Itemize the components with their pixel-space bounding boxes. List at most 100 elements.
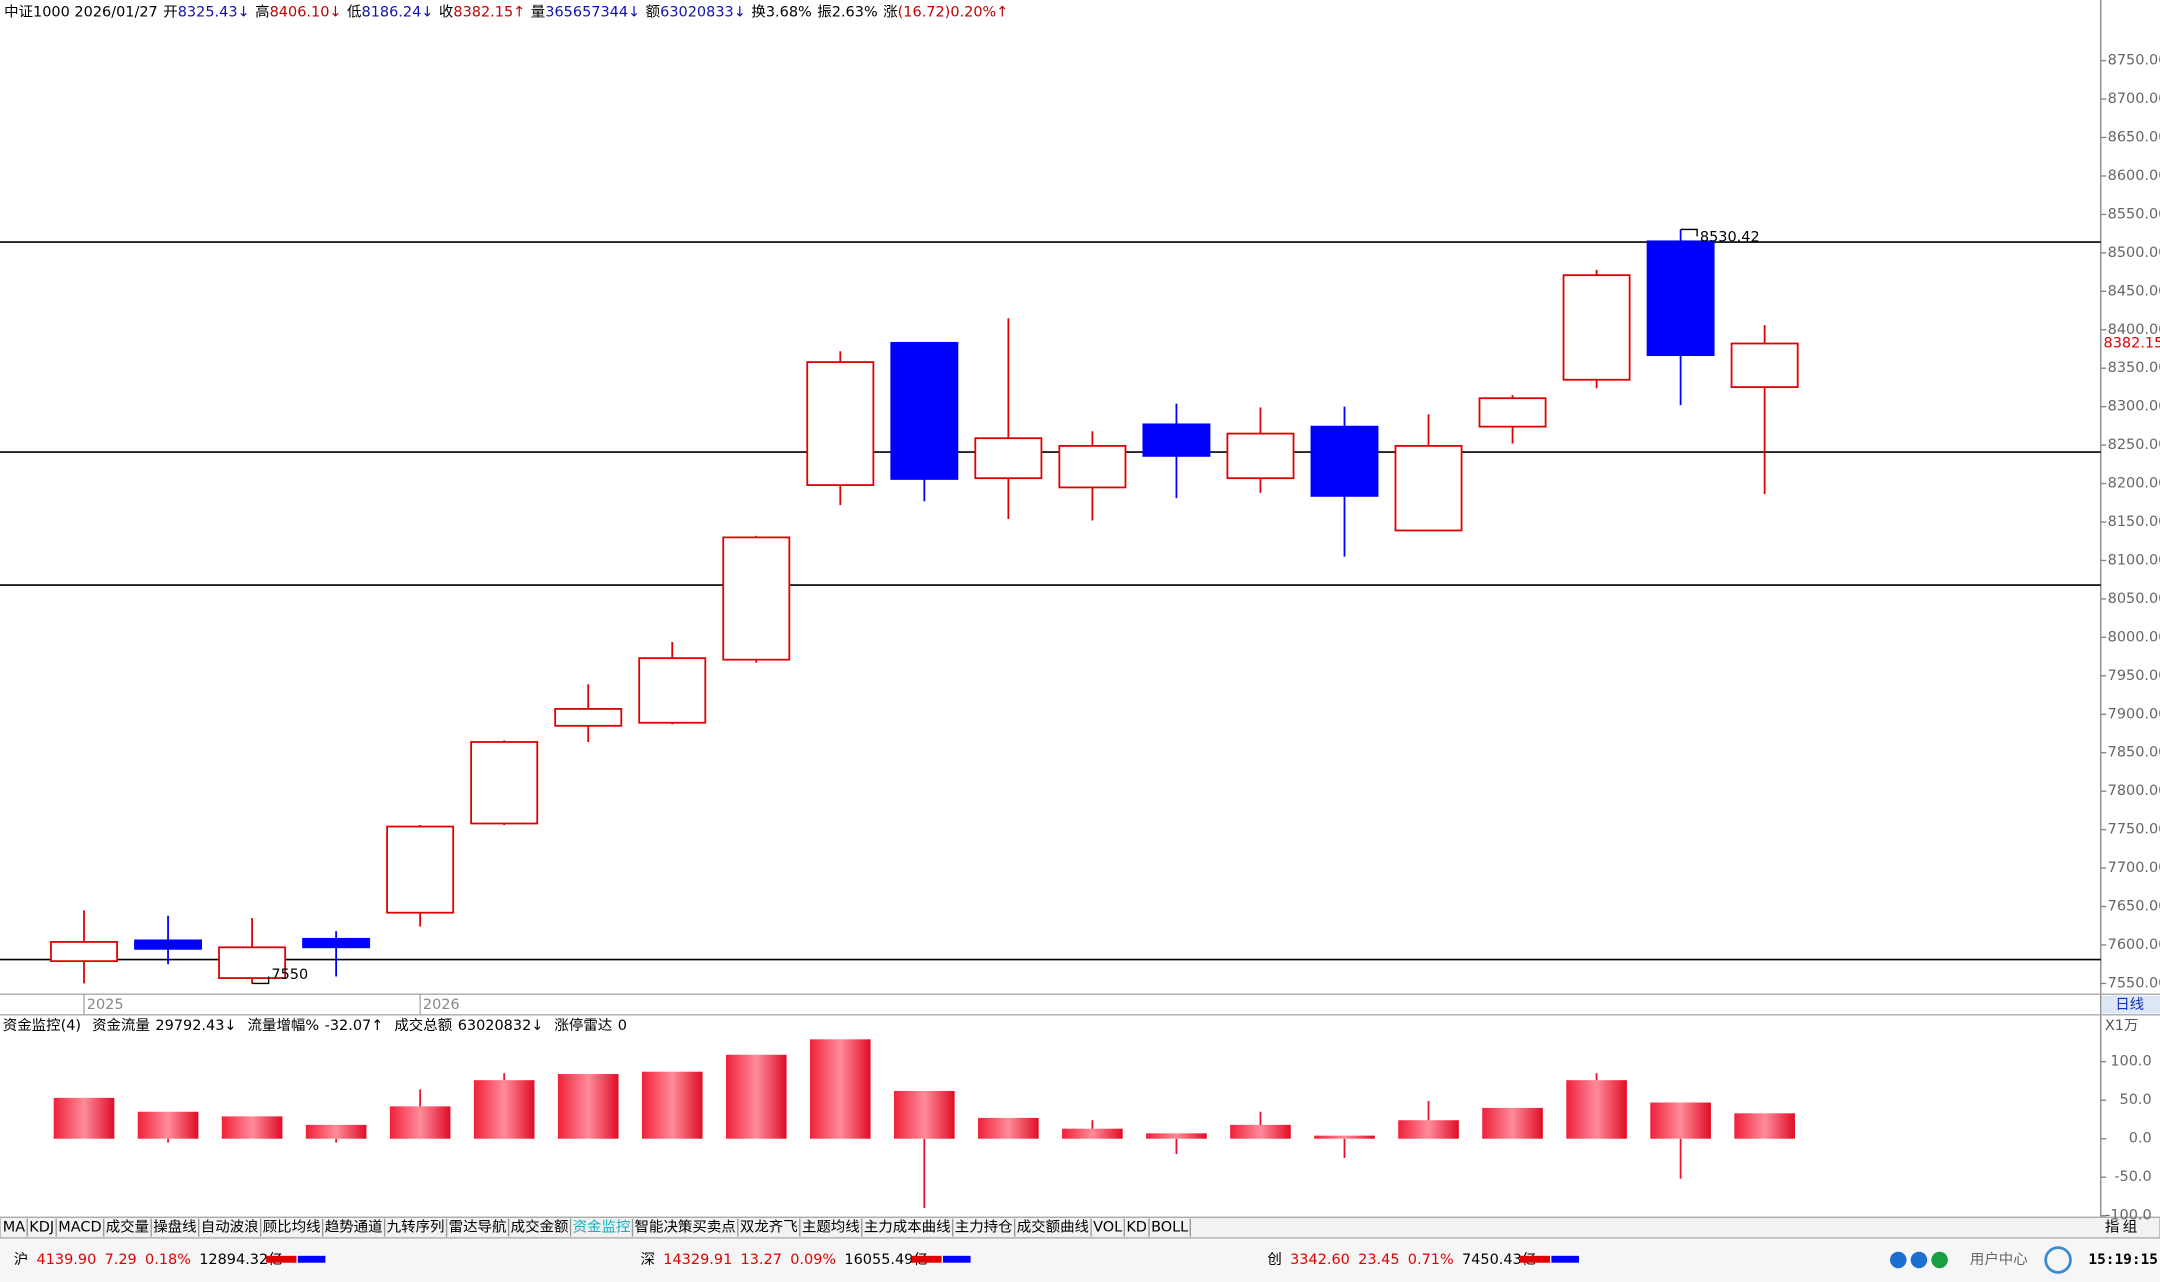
tab[interactable]: 自动波浪 (201, 1219, 259, 1236)
tab[interactable]: 雷达导航 (449, 1219, 507, 1236)
unit-label: X1万 (2105, 1018, 2139, 1034)
tab[interactable]: 主力成本曲线 (864, 1219, 951, 1236)
tab[interactable]: 九转序列 (387, 1219, 445, 1236)
y-tick-label: 8200.00 (2108, 476, 2160, 492)
candle-body (974, 437, 1043, 480)
tab[interactable]: KDJ (29, 1220, 54, 1236)
icon-go[interactable] (1931, 1251, 1948, 1269)
candle-body (1478, 397, 1547, 428)
tab[interactable]: BOLL (1151, 1220, 1188, 1236)
y-tick-label: 7600.00 (2108, 937, 2160, 953)
market-value: 16055.49亿 (844, 1251, 927, 1268)
stat-label: 资金流量 (92, 1017, 150, 1034)
bar (1734, 1113, 1795, 1139)
tab[interactable]: 成交额曲线 (1017, 1218, 1089, 1236)
tab[interactable]: 成交金额 (511, 1218, 569, 1236)
tab-right[interactable]: 组 (2123, 1219, 2137, 1236)
header-value: 63020833↓ (660, 4, 746, 20)
tab-right[interactable]: 指 (2105, 1219, 2119, 1236)
bar (1650, 1102, 1711, 1139)
header-label: 涨 (883, 3, 897, 20)
market-value: 12894.32亿 (199, 1251, 282, 1268)
tab[interactable]: MA (3, 1220, 25, 1236)
icon-s[interactable] (1890, 1251, 1907, 1269)
header-value: 8406.10↓ (270, 4, 342, 20)
bar (305, 1124, 367, 1139)
y-tick-label: 7650.00 (2108, 899, 2160, 915)
tab[interactable]: 双龙齐飞 (740, 1219, 798, 1236)
market-value: 23.45 (1358, 1252, 1399, 1268)
quote-header: 中证1000 2026/01/27 开8325.43↓ 高8406.10↓ 低8186… (4, 3, 1008, 20)
header-label: 收 (439, 3, 453, 20)
low-marker (252, 976, 270, 985)
stat-value: 0 (618, 1018, 627, 1034)
market-value: 0.18% (145, 1252, 191, 1268)
market-name: 深 (641, 1251, 655, 1268)
header-value: 2.63% (832, 4, 878, 20)
y-tick-label: 8750.00 (2108, 53, 2160, 69)
y-tick-label: 8350.00 (2108, 360, 2160, 376)
header-label: 高 (255, 3, 269, 20)
y-tick-label: -50.0 (2114, 1169, 2151, 1185)
tab[interactable]: 主题均线 (802, 1219, 860, 1236)
candle-body (134, 939, 203, 950)
bar (53, 1097, 115, 1139)
y-tick-label: 8050.00 (2108, 591, 2160, 607)
bar (1482, 1107, 1543, 1139)
stat-label: 成交总额 (394, 1016, 452, 1034)
bar (137, 1111, 199, 1139)
tab[interactable]: MACD (58, 1220, 101, 1236)
header-value: 365657344↓ (545, 4, 640, 20)
x-tick-label: 2026 (423, 997, 460, 1013)
y-tick-label: 8000.00 (2108, 629, 2160, 645)
tab[interactable]: 成交量 (106, 1218, 149, 1236)
y-tick-label: 8650.00 (2108, 130, 2160, 146)
ratio-up (911, 1255, 942, 1263)
y-tick-label: 7850.00 (2108, 745, 2160, 761)
tab-bar (0, 1216, 2160, 1239)
market-quote: 深 14329.91 13.27 0.09% 16055.49亿 (641, 1251, 928, 1268)
candle-body (470, 741, 539, 825)
y-tick-label: 7800.00 (2108, 783, 2160, 799)
y-tick-label: 8700.00 (2108, 91, 2160, 107)
tab[interactable]: 趋势通道 (325, 1219, 383, 1236)
stat-value: 29792.43↓ (155, 1018, 236, 1034)
x-tick-label: 2025 (87, 997, 124, 1013)
y-tick-label: 7900.00 (2108, 706, 2160, 722)
tab[interactable]: 操盘线 (153, 1218, 196, 1236)
bar (1062, 1128, 1123, 1139)
panel-name: 资金监控(4) (3, 1017, 81, 1034)
bar (894, 1090, 955, 1139)
tab[interactable]: 顾比均线 (263, 1219, 321, 1236)
tab[interactable]: KD (1126, 1220, 1147, 1236)
candle-body (1142, 423, 1211, 457)
ratio-down (297, 1255, 326, 1263)
y-tick-label: 8150.00 (2108, 514, 2160, 530)
candle-body (1394, 444, 1463, 532)
tab[interactable]: 资金监控 (573, 1219, 631, 1236)
user-center[interactable]: 用户中心 (1970, 1251, 2028, 1268)
market-name: 创 (1267, 1251, 1281, 1268)
market-value: 7.29 (105, 1252, 137, 1268)
ratio-down (1551, 1255, 1579, 1263)
market-value: 14329.91 (663, 1252, 732, 1268)
y-tick-label: 8250.00 (2108, 437, 2160, 453)
bar (1398, 1120, 1459, 1139)
market-quote: 沪 4139.90 7.29 0.18% 12894.32亿 (14, 1251, 283, 1268)
tab[interactable]: 智能决策买卖点 (635, 1219, 736, 1236)
tab[interactable]: 主力持仓 (955, 1219, 1013, 1236)
stat-value: 63020832↓ (458, 1018, 544, 1034)
y-tick-label: 8400.00 (2108, 322, 2160, 338)
high-marker (1680, 228, 1698, 237)
y-tick-label: 100.0 (2110, 1054, 2151, 1070)
bar (810, 1039, 871, 1139)
candle-body (1646, 240, 1715, 357)
y-tick-label: 0.0 (2129, 1131, 2152, 1147)
icon-signal[interactable] (2044, 1246, 2072, 1274)
header-value: 3.68% (766, 4, 812, 20)
tab[interactable]: VOL (1093, 1220, 1122, 1236)
y-tick-label: 8100.00 (2108, 552, 2160, 568)
candle-body (50, 941, 118, 963)
icon-en[interactable] (1910, 1251, 1928, 1269)
header-label: 量 (531, 4, 545, 20)
